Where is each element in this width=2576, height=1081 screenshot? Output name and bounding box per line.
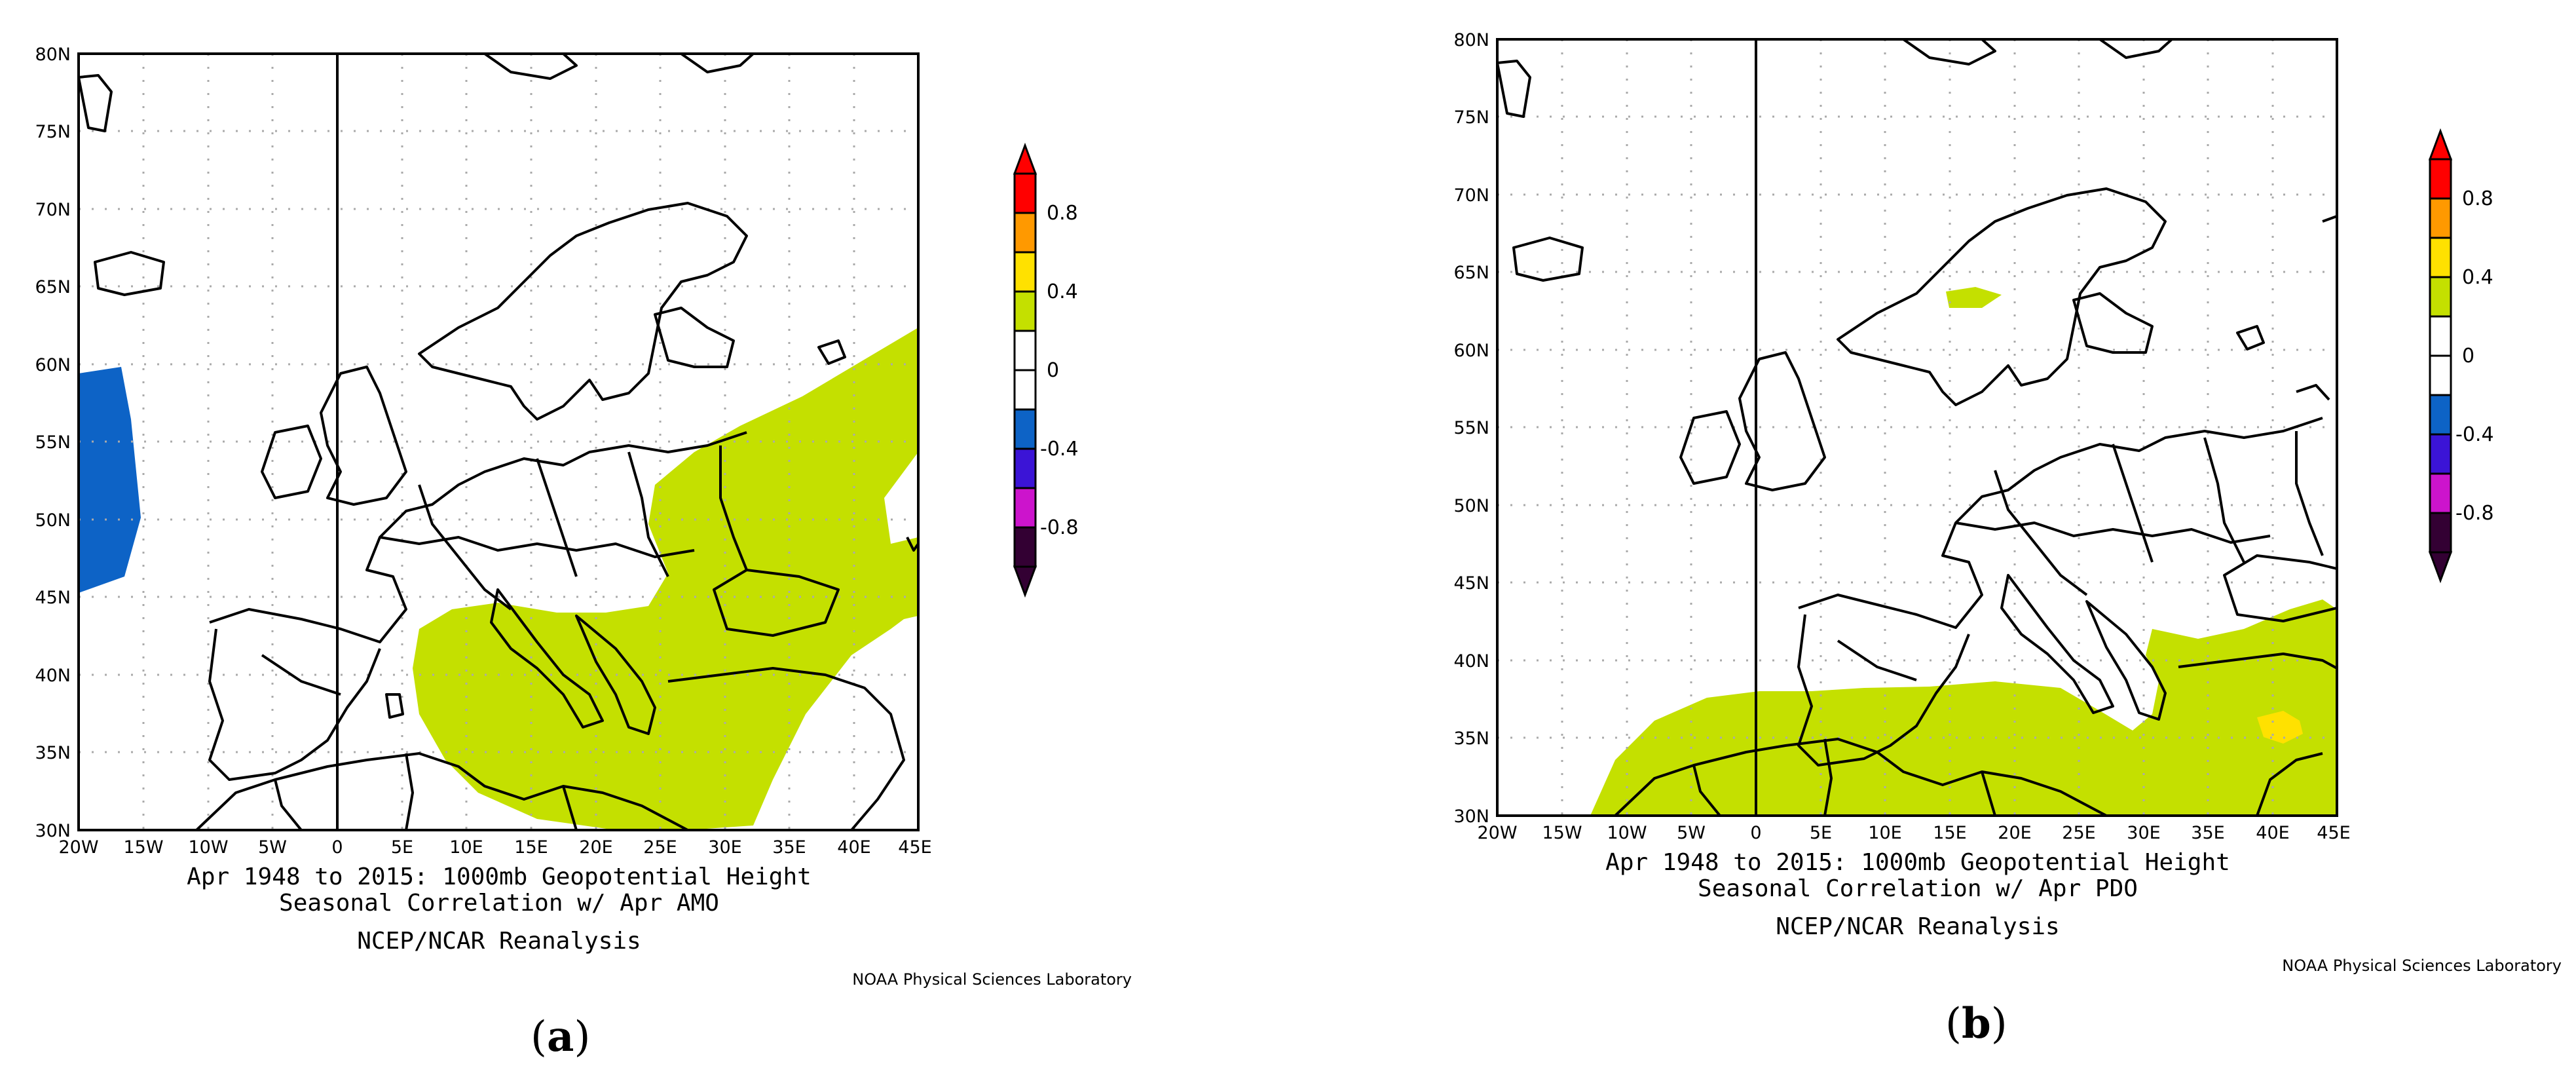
credit-text: NOAA Physical Sciences Laboratory xyxy=(852,970,1132,989)
lat-label: 40N xyxy=(1453,651,1489,672)
lon-label: 20E xyxy=(1998,823,2031,843)
lon-label: 35E xyxy=(2191,823,2224,843)
panel-a: 80N 75N 70N 65N 60N 55N 50N 45N 40N 35N … xyxy=(35,45,1132,1061)
lon-label: 40E xyxy=(837,837,870,858)
map-source: NCEP/NCAR Reanalysis xyxy=(357,928,641,955)
map-title-line1: Apr 1948 to 2015: 1000mb Geopotential He… xyxy=(187,863,812,890)
lon-label: 5E xyxy=(1810,823,1832,843)
colorbar-label: -0.4 xyxy=(2455,423,2494,446)
lon-labels-a: 20W 15W 10W 5W 0 5E 10E 15E 20E 25E 30E … xyxy=(58,837,931,858)
correlation-fills-b xyxy=(1590,287,2337,816)
lon-label: 15E xyxy=(514,837,548,858)
lon-label: 45E xyxy=(898,837,931,858)
colorbar-a: 0.8 0.4 0 -0.4 -0.8 xyxy=(1013,142,1079,598)
titles-b: Apr 1948 to 2015: 1000mb Geopotential He… xyxy=(1605,849,2230,940)
lon-label: 10W xyxy=(188,837,228,858)
lat-label: 45N xyxy=(35,588,71,608)
lat-label: 60N xyxy=(1453,341,1489,361)
lon-label: 40E xyxy=(2256,823,2289,843)
map-title-line2: Seasonal Correlation w/ Apr PDO xyxy=(1698,875,2138,902)
colorbar-label: -0.8 xyxy=(2455,502,2494,525)
lat-label: 35N xyxy=(35,743,71,763)
lat-label: 75N xyxy=(35,122,71,142)
lon-label: 45E xyxy=(2317,823,2350,843)
grid-a xyxy=(79,54,918,830)
lat-label: 60N xyxy=(35,355,71,375)
lon-label: 20W xyxy=(58,837,98,858)
lat-label: 55N xyxy=(1453,418,1489,438)
grid-b xyxy=(1497,39,2337,816)
lon-label: 35E xyxy=(772,837,806,858)
lat-label: 70N xyxy=(1453,185,1489,206)
lon-label: 10E xyxy=(449,837,483,858)
colorbar-label: 0.8 xyxy=(2462,187,2493,210)
lon-label: 0 xyxy=(331,837,343,858)
lat-label: 45N xyxy=(1453,573,1489,594)
coastlines-a xyxy=(79,54,918,830)
positive-correlation-region-moderate xyxy=(2257,711,2303,744)
lon-label: 20E xyxy=(579,837,612,858)
colorbar-label: 0.8 xyxy=(1047,202,1078,225)
coastlines-b xyxy=(1497,39,2337,816)
credit-text: NOAA Physical Sciences Laboratory xyxy=(2282,957,2562,975)
lon-label: 15W xyxy=(1542,823,1582,843)
panel-caption-a: (a) xyxy=(531,1012,591,1061)
colorbar-label: -0.8 xyxy=(1040,516,1079,539)
map-title-line2: Seasonal Correlation w/ Apr AMO xyxy=(279,890,719,917)
colorbar-b: 0.8 0.4 0 -0.4 -0.8 xyxy=(2428,128,2494,584)
map-frame-a xyxy=(77,52,920,831)
lon-label: 5W xyxy=(258,837,287,858)
panel-b: 80N 75N 70N 65N 60N 55N 50N 45N 40N 35N … xyxy=(1288,0,2576,1081)
positive-correlation-region xyxy=(413,328,918,830)
lon-label: 25E xyxy=(643,837,677,858)
lon-label: 25E xyxy=(2062,823,2095,843)
lat-label: 50N xyxy=(1453,496,1489,516)
colorbar-label: 0.4 xyxy=(1047,280,1078,303)
lon-labels-b: 20W 15W 10W 5W 0 5E 10E 15E 20E 25E 30E … xyxy=(1477,823,2350,843)
lon-label: 20W xyxy=(1477,823,1517,843)
map-title-line1: Apr 1948 to 2015: 1000mb Geopotential He… xyxy=(1605,849,2230,876)
lat-label: 75N xyxy=(1453,107,1489,128)
colorbar-label: 0.4 xyxy=(2462,266,2493,289)
lon-label: 5E xyxy=(391,837,413,858)
lat-label: 30N xyxy=(1453,806,1489,827)
lat-label: 80N xyxy=(1453,30,1489,50)
lat-labels-a: 80N 75N 70N 65N 60N 55N 50N 45N 40N 35N … xyxy=(35,45,71,841)
lat-label: 40N xyxy=(35,666,71,686)
lat-label: 65N xyxy=(1453,263,1489,283)
map-panel-b-svg: 80N 75N 70N 65N 60N 55N 50N 45N 40N 35N … xyxy=(1453,30,2562,975)
map-panel-a-svg: 80N 75N 70N 65N 60N 55N 50N 45N 40N 35N … xyxy=(35,45,1132,989)
titles-a: Apr 1948 to 2015: 1000mb Geopotential He… xyxy=(187,863,812,955)
negative-correlation-region xyxy=(79,367,141,593)
lat-label: 70N xyxy=(35,200,71,220)
lon-label: 15E xyxy=(1933,823,1966,843)
lat-label: 80N xyxy=(35,45,71,65)
colorbar-label: -0.4 xyxy=(1040,438,1079,461)
lat-label: 30N xyxy=(35,821,71,841)
lat-label: 65N xyxy=(35,277,71,297)
colorbar-label: 0 xyxy=(1047,359,1059,382)
panel-caption-b: (b) xyxy=(1945,999,2007,1048)
positive-correlation-region xyxy=(1590,599,2337,816)
positive-correlation-region-small xyxy=(1946,287,2002,308)
map-source: NCEP/NCAR Reanalysis xyxy=(1776,913,2059,940)
lon-label: 5W xyxy=(1677,823,1706,843)
map-frame-b xyxy=(1496,38,2338,817)
colorbar-label: 0 xyxy=(2462,345,2474,368)
lon-label: 30E xyxy=(708,837,741,858)
lon-label: 10E xyxy=(1868,823,1901,843)
lon-label: 0 xyxy=(1750,823,1761,843)
lat-label: 35N xyxy=(1453,729,1489,749)
lat-label: 55N xyxy=(35,432,71,453)
lat-labels-b: 80N 75N 70N 65N 60N 55N 50N 45N 40N 35N … xyxy=(1453,30,1489,827)
lon-label: 30E xyxy=(2127,823,2160,843)
correlation-fills-a xyxy=(79,328,918,830)
lat-label: 50N xyxy=(35,510,71,531)
lon-label: 15W xyxy=(123,837,163,858)
lon-label: 10W xyxy=(1607,823,1647,843)
